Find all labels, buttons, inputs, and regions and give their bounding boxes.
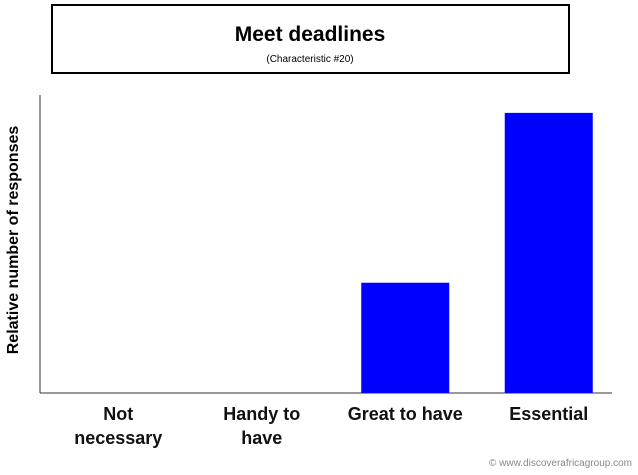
chart-subtitle: (Characteristic #20)	[266, 54, 353, 65]
x-tick-label: Essential	[509, 404, 589, 424]
title-box	[51, 4, 570, 74]
footer: © www.discoverafricagroup.com	[489, 458, 632, 469]
x-tick-label: Handy to have	[223, 404, 301, 448]
x-tick-label: Great to have	[347, 404, 463, 424]
bar	[504, 112, 593, 393]
bar	[361, 282, 450, 393]
chart-title: Meet deadlines	[235, 23, 386, 46]
x-tick-label: Not necessary	[74, 404, 163, 448]
y-axis-label: Relative number of responses	[5, 126, 22, 355]
